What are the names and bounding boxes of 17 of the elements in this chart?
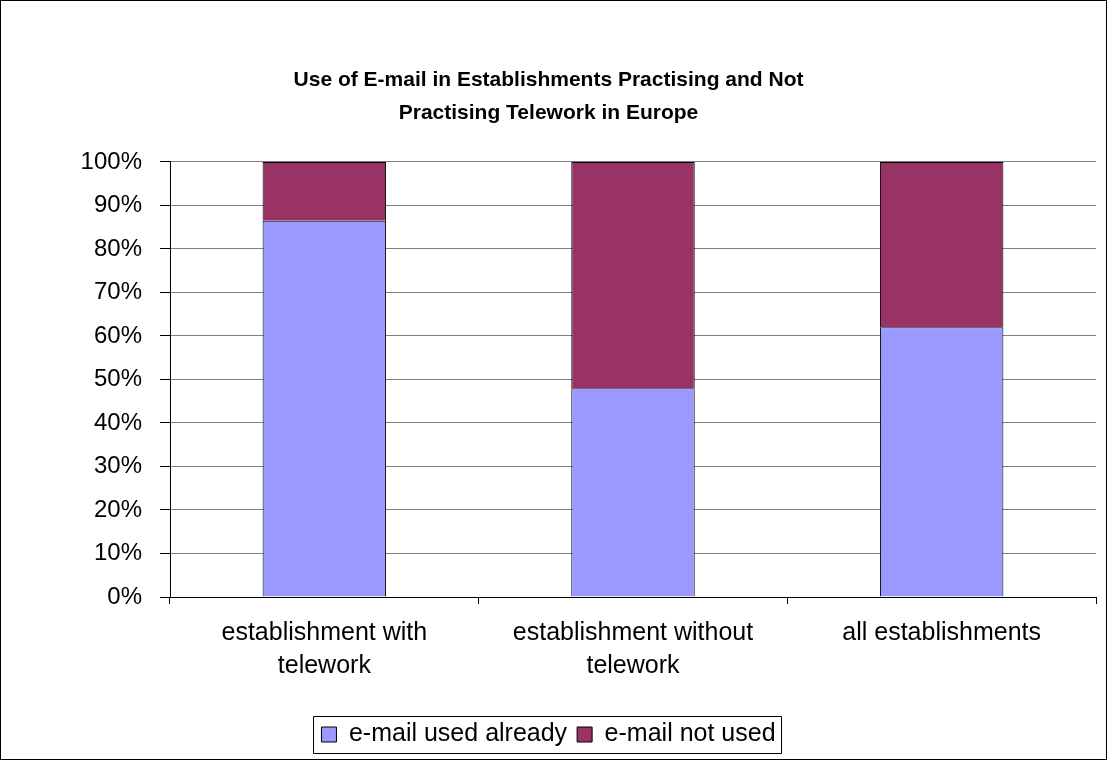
y-tick-label: 50% <box>93 364 142 392</box>
y-tick-label: 40% <box>93 407 142 435</box>
y-tick-label: 80% <box>93 233 142 261</box>
y-tick-label: 20% <box>93 494 142 522</box>
legend-label: e-mail not used <box>604 718 776 747</box>
y-tick-label: 60% <box>93 320 142 348</box>
y-tick-label: 10% <box>93 538 142 566</box>
legend-label: e-mail used already <box>348 718 568 747</box>
y-tick-label: 90% <box>93 190 142 218</box>
y-tick-label: 30% <box>93 451 142 479</box>
y-tick-label: 0% <box>107 581 142 609</box>
y-tick-label: 100% <box>80 146 142 174</box>
y-tick-label: 70% <box>93 277 142 305</box>
x-tick-label: all establishments <box>842 617 1042 646</box>
x-tick-label: establishment without telework <box>512 617 754 679</box>
x-tick-label: establishment with telework <box>221 617 428 679</box>
chart-title: Use of E-mail in Establishments Practising and Not Practising Telework in Europe <box>293 67 804 124</box>
